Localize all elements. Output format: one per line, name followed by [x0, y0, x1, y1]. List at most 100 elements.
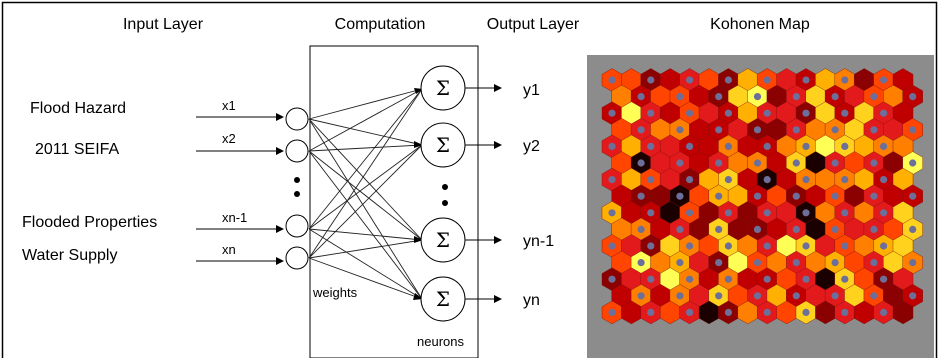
som-node-dot [676, 192, 684, 200]
som-node-dot [724, 242, 733, 250]
som-node-dot [676, 259, 684, 267]
som-node-dot [763, 76, 771, 84]
som-node-dot [870, 126, 878, 134]
input-label-seifa: 2011 SEIFA [35, 141, 120, 158]
som-node-dot [802, 109, 810, 117]
som-node-dot [715, 225, 723, 233]
som-node-dot [724, 142, 733, 150]
input-node [285, 107, 309, 131]
som-node-dot [831, 159, 839, 167]
var-xn: xn [222, 242, 236, 257]
sigma-symbol: Σ [436, 228, 450, 252]
som-node-dot [870, 292, 878, 300]
som-node-dot [802, 76, 810, 84]
som-node-dot [802, 275, 810, 283]
input-node [285, 246, 309, 270]
som-node-dot [841, 242, 849, 250]
som-node-dot [715, 126, 723, 134]
som-node-dot [724, 209, 733, 217]
som-node-dot [802, 242, 810, 250]
som-node-dot [724, 76, 733, 84]
som-node-dot [637, 192, 645, 200]
neuron-ellipsis [442, 184, 448, 206]
output-y2: y2 [523, 138, 540, 155]
var-xn-1: xn-1 [222, 210, 247, 225]
som-node-dot [880, 142, 888, 150]
input-arrows [196, 113, 284, 265]
som-node-dot [870, 159, 878, 167]
som-node-dot [870, 192, 878, 200]
sigma-symbol: Σ [436, 76, 450, 100]
som-node-dot [647, 109, 655, 117]
som-node-dot [792, 192, 800, 200]
var-x2: x2 [222, 131, 236, 146]
som-node-dot [753, 159, 762, 167]
som-node-dot [676, 126, 684, 134]
input-label-water-supply: Water Supply [22, 247, 117, 264]
som-node-dot [841, 308, 849, 316]
som-node-dot [686, 76, 694, 84]
som-node-dot [909, 126, 917, 134]
som-node-dot [647, 142, 655, 150]
som-node-dot [608, 142, 616, 150]
header-computation: Computation [335, 16, 426, 33]
som-node-dot [686, 176, 694, 184]
som-node-dot [909, 292, 917, 300]
som-node-dot [637, 292, 645, 300]
som-node-dot [880, 209, 888, 217]
weight-arrowheads [413, 88, 423, 300]
som-node-dot [715, 93, 723, 101]
som-node-dot [880, 275, 888, 283]
som-node-dot [763, 209, 771, 217]
som-node-dot [724, 308, 733, 316]
som-node-dot [608, 275, 616, 283]
som-node-dot [792, 292, 800, 300]
som-node-dot [608, 308, 616, 316]
som-node-dot [637, 159, 645, 167]
input-node [285, 139, 309, 163]
som-node-dot [802, 176, 810, 184]
som-node-dot [647, 176, 655, 184]
kohonen-hex-grid [601, 68, 923, 325]
som-node-dot [792, 126, 800, 134]
som-node-dot [608, 109, 616, 117]
som-node-dot [831, 259, 839, 267]
som-node-dot [647, 275, 655, 283]
som-node-dot [647, 76, 655, 84]
som-node-dot [608, 76, 616, 84]
header-input-layer: Input Layer [123, 16, 204, 33]
som-node-dot [841, 275, 849, 283]
output-yn-1: yn-1 [523, 233, 554, 250]
som-node-dot [724, 109, 733, 117]
input-node [285, 214, 309, 238]
som-node-dot [831, 225, 839, 233]
som-node-dot [792, 225, 800, 233]
som-node-dot [763, 176, 771, 184]
som-node-dot [909, 225, 917, 233]
som-node-dot [753, 292, 762, 300]
som-node-dot [841, 142, 849, 150]
som-node-dot [715, 159, 723, 167]
som-node-dot [831, 292, 839, 300]
som-node-dot [637, 93, 645, 101]
output-y1: y1 [523, 82, 540, 99]
som-node-dot [802, 142, 810, 150]
som-node-dot [608, 242, 616, 250]
som-node-dot [676, 159, 684, 167]
sigma-symbol: Σ [436, 133, 450, 157]
som-node-dot [831, 93, 839, 101]
som-node-dot [686, 142, 694, 150]
som-node-dot [841, 76, 849, 84]
som-node-dot [715, 292, 723, 300]
som-node-dot [841, 109, 849, 117]
som-node-dot [909, 259, 917, 267]
input-label-flood-hazard: Flood Hazard [30, 100, 126, 117]
som-node-dot [676, 93, 684, 101]
som-node-dot [608, 209, 616, 217]
var-x1: x1 [222, 98, 236, 113]
som-node-dot [686, 308, 694, 316]
som-node-dot [608, 176, 616, 184]
som-node-dot [792, 93, 800, 101]
som-node-dot [880, 109, 888, 117]
som-node-dot [831, 126, 839, 134]
